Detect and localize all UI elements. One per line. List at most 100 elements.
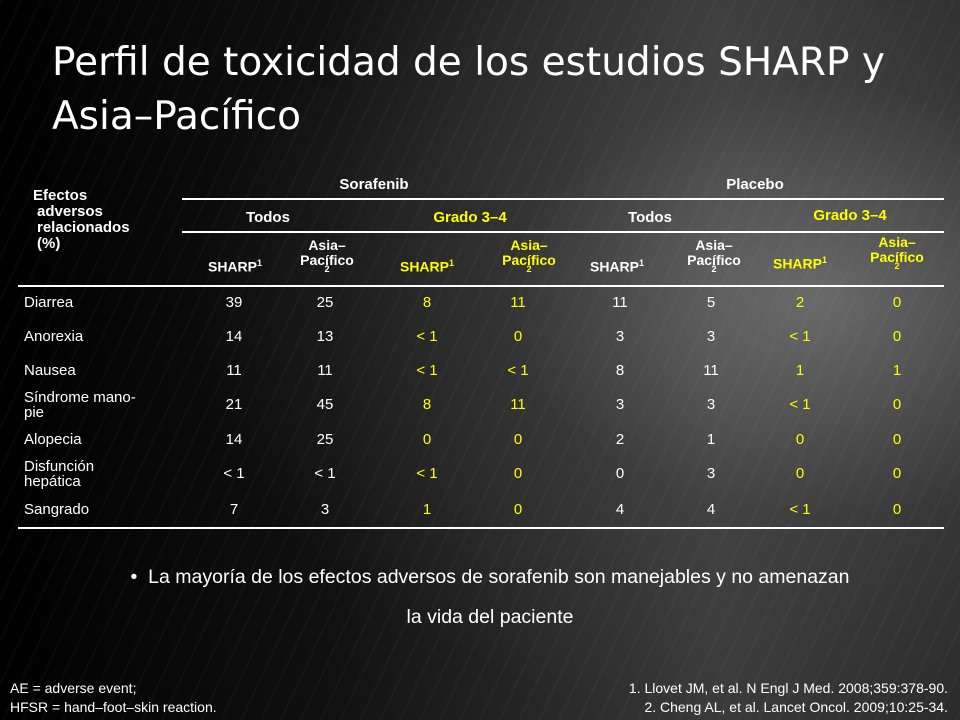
- header-rule-3: [18, 285, 944, 287]
- table-row: Diarrea 39 25 8 11 11 5 2 0: [24, 286, 944, 320]
- placebo-todos: Todos: [628, 209, 672, 226]
- row-label-line: Sangrado: [24, 501, 90, 518]
- table-cell: < 1: [416, 465, 438, 482]
- table-row: Anorexia 14 13 < 1 0 3 3 < 1 0: [24, 320, 944, 354]
- row-label-line: Disfunción: [24, 458, 95, 475]
- table-cell: 0: [795, 465, 805, 482]
- sorafenib-todos: Todos: [246, 209, 290, 226]
- footer-left-line-2: HFSR = hand–foot–skin reaction.: [10, 699, 217, 715]
- row-label-line: Nausea: [24, 362, 76, 379]
- table-cell: 3: [706, 396, 716, 413]
- bullet-line-2: la vida del paciente: [406, 606, 574, 628]
- table-cell: 0: [892, 294, 902, 311]
- row-header-line-4: (%): [37, 235, 61, 252]
- table-cell: < 1: [223, 465, 245, 482]
- table-cell: 1: [892, 362, 902, 379]
- table-cell: 0: [422, 431, 432, 448]
- table-cell: 0: [892, 465, 902, 482]
- table-cell: 11: [226, 362, 242, 379]
- footer-left-line-1: AE = adverse event;: [10, 680, 137, 696]
- table-cell: < 1: [789, 396, 811, 413]
- table-cell: 0: [892, 396, 902, 413]
- row-label-line: Diarrea: [24, 294, 74, 311]
- row-label: Sangrado: [24, 502, 174, 517]
- table-cell: 3: [615, 396, 625, 413]
- reference-1: 1. Llovet JM, et al. N Engl J Med. 2008;…: [628, 680, 948, 696]
- table-cell: < 1: [789, 501, 811, 518]
- table-row: Nausea 11 11 < 1 < 1 8 11 1 1: [24, 354, 944, 388]
- row-label-line: pie: [24, 404, 45, 421]
- table-cell: 3: [706, 465, 716, 482]
- row-label: Diarrea: [24, 295, 174, 310]
- table-cell: 0: [513, 431, 523, 448]
- table-cell: 11: [703, 362, 719, 379]
- table-cell: 0: [513, 465, 523, 482]
- table-cell: 8: [422, 294, 432, 311]
- table-row: Disfunción hepática < 1 < 1 < 1 0 0 3 0 0: [24, 457, 944, 491]
- table-cell: < 1: [789, 328, 811, 345]
- table-cell: 0: [892, 328, 902, 345]
- row-label: Nausea: [24, 363, 174, 378]
- row-header: Efectos adversos relacionados (%): [33, 188, 183, 252]
- row-header-line-3: relacionados: [37, 219, 130, 236]
- table-cell: 0: [892, 431, 902, 448]
- table-cell: 21: [225, 396, 243, 413]
- bullet-symbol: •: [130, 566, 138, 588]
- row-label-line: Alopecia: [24, 431, 82, 448]
- footer-abbreviations: AE = adverse event; HFSR = hand–foot–ski…: [10, 679, 217, 717]
- table-cell: 1: [422, 501, 432, 518]
- row-label: Anorexia: [24, 329, 174, 344]
- header-rule-2: [182, 231, 944, 233]
- table-cell: 14: [225, 328, 243, 345]
- table-cell: < 1: [507, 362, 529, 379]
- footer-references: 1. Llovet JM, et al. N Engl J Med. 2008;…: [629, 679, 948, 717]
- row-header-line-1: Efectos: [33, 187, 88, 204]
- table-cell: 11: [612, 294, 628, 311]
- table-cell: 5: [706, 294, 716, 311]
- table-cell: 11: [510, 396, 526, 413]
- bullet-line-1: • La mayoría de los efectos adversos de …: [60, 557, 920, 597]
- table-cell: 14: [225, 431, 243, 448]
- row-label-line: hepática: [24, 473, 81, 490]
- table-cell: 0: [513, 328, 523, 345]
- table-cell: 39: [225, 294, 243, 311]
- table-cell: < 1: [416, 328, 438, 345]
- table-bottom-rule: [18, 527, 944, 529]
- table-cell: 2: [795, 294, 805, 311]
- table-cell: 8: [615, 362, 625, 379]
- row-label: Síndrome mano-pie: [24, 390, 174, 420]
- table-cell: 25: [316, 294, 334, 311]
- table-cell: 13: [316, 328, 334, 345]
- col-sharp-1: SHARP1: [207, 258, 263, 275]
- reference-2: 2. Cheng AL, et al. Lancet Oncol. 2009;1…: [644, 699, 948, 715]
- table-cell: 0: [615, 465, 625, 482]
- row-label-line: Anorexia: [24, 328, 84, 345]
- row-label: Disfunción hepática: [24, 459, 174, 489]
- col-sharp-4: SHARP1: [772, 255, 828, 272]
- col-sharp-3: SHARP1: [589, 258, 645, 275]
- bullet-text-1: La mayoría de los efectos adversos de so…: [148, 566, 850, 588]
- row-header-line-2: adversos: [37, 203, 103, 220]
- table-cell: 11: [510, 294, 526, 311]
- header-rule-1: [182, 198, 944, 200]
- table-cell: 7: [229, 501, 239, 518]
- table-cell: 0: [795, 431, 805, 448]
- sorafenib-grado: Grado 3–4: [433, 209, 507, 226]
- table-cell: 1: [795, 362, 805, 379]
- table-cell: < 1: [416, 362, 438, 379]
- table-cell: 25: [316, 431, 334, 448]
- col-asia-4: Asia– Pacífico 2: [870, 234, 924, 271]
- table-cell: 11: [317, 362, 333, 379]
- table-row: Alopecia 14 25 0 0 2 1 0 0: [24, 423, 944, 457]
- table-cell: < 1: [314, 465, 336, 482]
- table-cell: 3: [320, 501, 330, 518]
- table-cell: 3: [615, 328, 625, 345]
- col-asia-3: Asia– Pacífico 2: [687, 237, 741, 274]
- table-cell: 2: [615, 431, 625, 448]
- row-label-line: Síndrome mano-: [24, 389, 136, 406]
- table-cell: 3: [706, 328, 716, 345]
- table-cell: 4: [706, 501, 716, 518]
- group-sorafenib: Sorafenib: [339, 176, 409, 193]
